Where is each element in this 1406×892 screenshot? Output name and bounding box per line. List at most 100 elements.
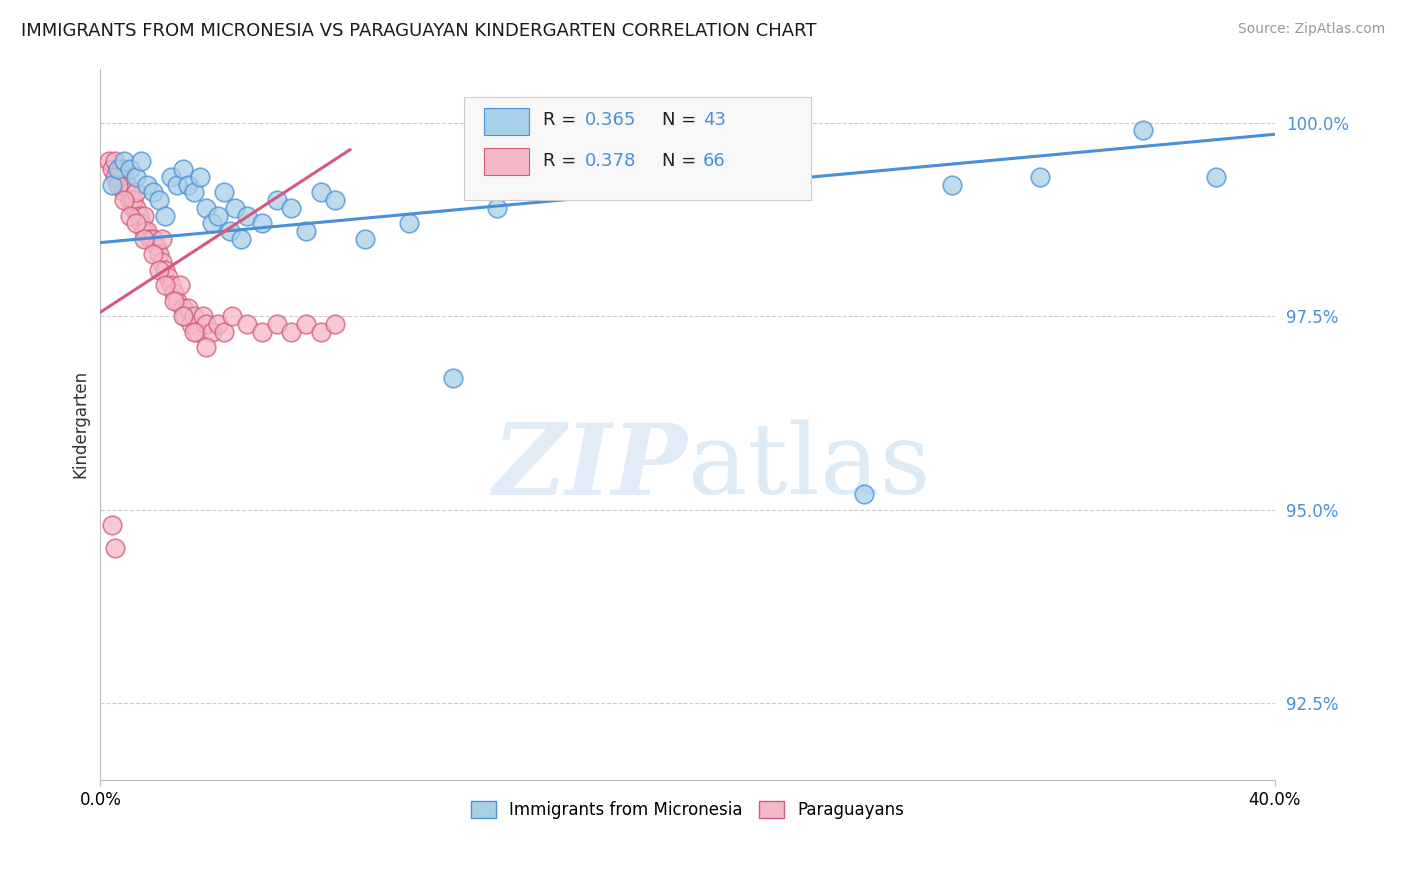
Point — [266, 193, 288, 207]
Point — [118, 186, 141, 200]
Point — [112, 193, 135, 207]
Point — [148, 262, 170, 277]
Point — [128, 209, 150, 223]
Point — [174, 309, 197, 323]
Point — [118, 162, 141, 177]
Point — [323, 193, 346, 207]
Point — [295, 317, 318, 331]
Point — [236, 209, 259, 223]
Y-axis label: Kindergarten: Kindergarten — [72, 370, 89, 478]
Point — [142, 247, 165, 261]
Point — [280, 325, 302, 339]
Text: 0.365: 0.365 — [585, 112, 637, 129]
Point — [207, 209, 229, 223]
Point — [124, 169, 146, 184]
Point — [118, 209, 141, 223]
Point — [195, 317, 218, 331]
Point — [124, 216, 146, 230]
Point — [112, 186, 135, 200]
Point — [852, 487, 875, 501]
Point — [131, 216, 153, 230]
Point — [236, 317, 259, 331]
Point — [101, 518, 124, 533]
Point — [183, 309, 205, 323]
Point — [295, 224, 318, 238]
Point — [183, 325, 205, 339]
Text: R =: R = — [543, 152, 582, 170]
Point — [186, 325, 208, 339]
Point — [136, 224, 159, 238]
Text: N =: N = — [662, 152, 702, 170]
Point — [1205, 169, 1227, 184]
Text: Source: ZipAtlas.com: Source: ZipAtlas.com — [1237, 22, 1385, 37]
Point — [221, 309, 243, 323]
Point — [266, 317, 288, 331]
Point — [110, 162, 132, 177]
Point — [191, 309, 214, 323]
Point — [212, 325, 235, 339]
Point — [134, 224, 156, 238]
Point — [124, 186, 146, 200]
Point — [398, 216, 420, 230]
Point — [156, 270, 179, 285]
Point — [280, 201, 302, 215]
Point — [166, 293, 188, 308]
Text: 43: 43 — [703, 112, 725, 129]
Point — [180, 317, 202, 331]
Point — [121, 201, 143, 215]
Point — [195, 201, 218, 215]
Point — [131, 154, 153, 169]
Point — [177, 301, 200, 316]
FancyBboxPatch shape — [484, 148, 529, 176]
Point — [485, 201, 508, 215]
Point — [104, 169, 127, 184]
Point — [159, 169, 181, 184]
Point — [172, 162, 194, 177]
Point — [153, 278, 176, 293]
Point — [172, 301, 194, 316]
Point — [647, 178, 669, 192]
Text: R =: R = — [543, 112, 582, 129]
Point — [163, 285, 186, 300]
Point — [142, 186, 165, 200]
Point — [224, 201, 246, 215]
Point — [201, 325, 224, 339]
Point — [121, 193, 143, 207]
Point — [104, 154, 127, 169]
Point — [118, 193, 141, 207]
Text: atlas: atlas — [688, 419, 931, 515]
Point — [163, 293, 186, 308]
Point — [139, 232, 162, 246]
Point — [104, 541, 127, 556]
Point — [134, 209, 156, 223]
Point — [136, 178, 159, 192]
Text: 66: 66 — [703, 152, 725, 170]
Point — [107, 162, 129, 177]
Point — [941, 178, 963, 192]
Point — [201, 216, 224, 230]
Point — [107, 178, 129, 192]
Text: IMMIGRANTS FROM MICRONESIA VS PARAGUAYAN KINDERGARTEN CORRELATION CHART: IMMIGRANTS FROM MICRONESIA VS PARAGUAYAN… — [21, 22, 817, 40]
Point — [309, 325, 332, 339]
Point — [124, 201, 146, 215]
Point — [98, 154, 121, 169]
Point — [706, 169, 728, 184]
Point — [1132, 123, 1154, 137]
Point — [177, 178, 200, 192]
Text: ZIP: ZIP — [492, 419, 688, 516]
Point — [183, 186, 205, 200]
Point — [188, 169, 211, 184]
Point — [207, 317, 229, 331]
Point — [148, 193, 170, 207]
Point — [218, 224, 240, 238]
Point — [231, 232, 253, 246]
Point — [101, 162, 124, 177]
Point — [166, 178, 188, 192]
Point — [107, 169, 129, 184]
FancyBboxPatch shape — [484, 108, 529, 135]
Point — [112, 169, 135, 184]
Point — [142, 232, 165, 246]
Point — [110, 178, 132, 192]
Text: N =: N = — [662, 112, 702, 129]
Point — [101, 178, 124, 192]
